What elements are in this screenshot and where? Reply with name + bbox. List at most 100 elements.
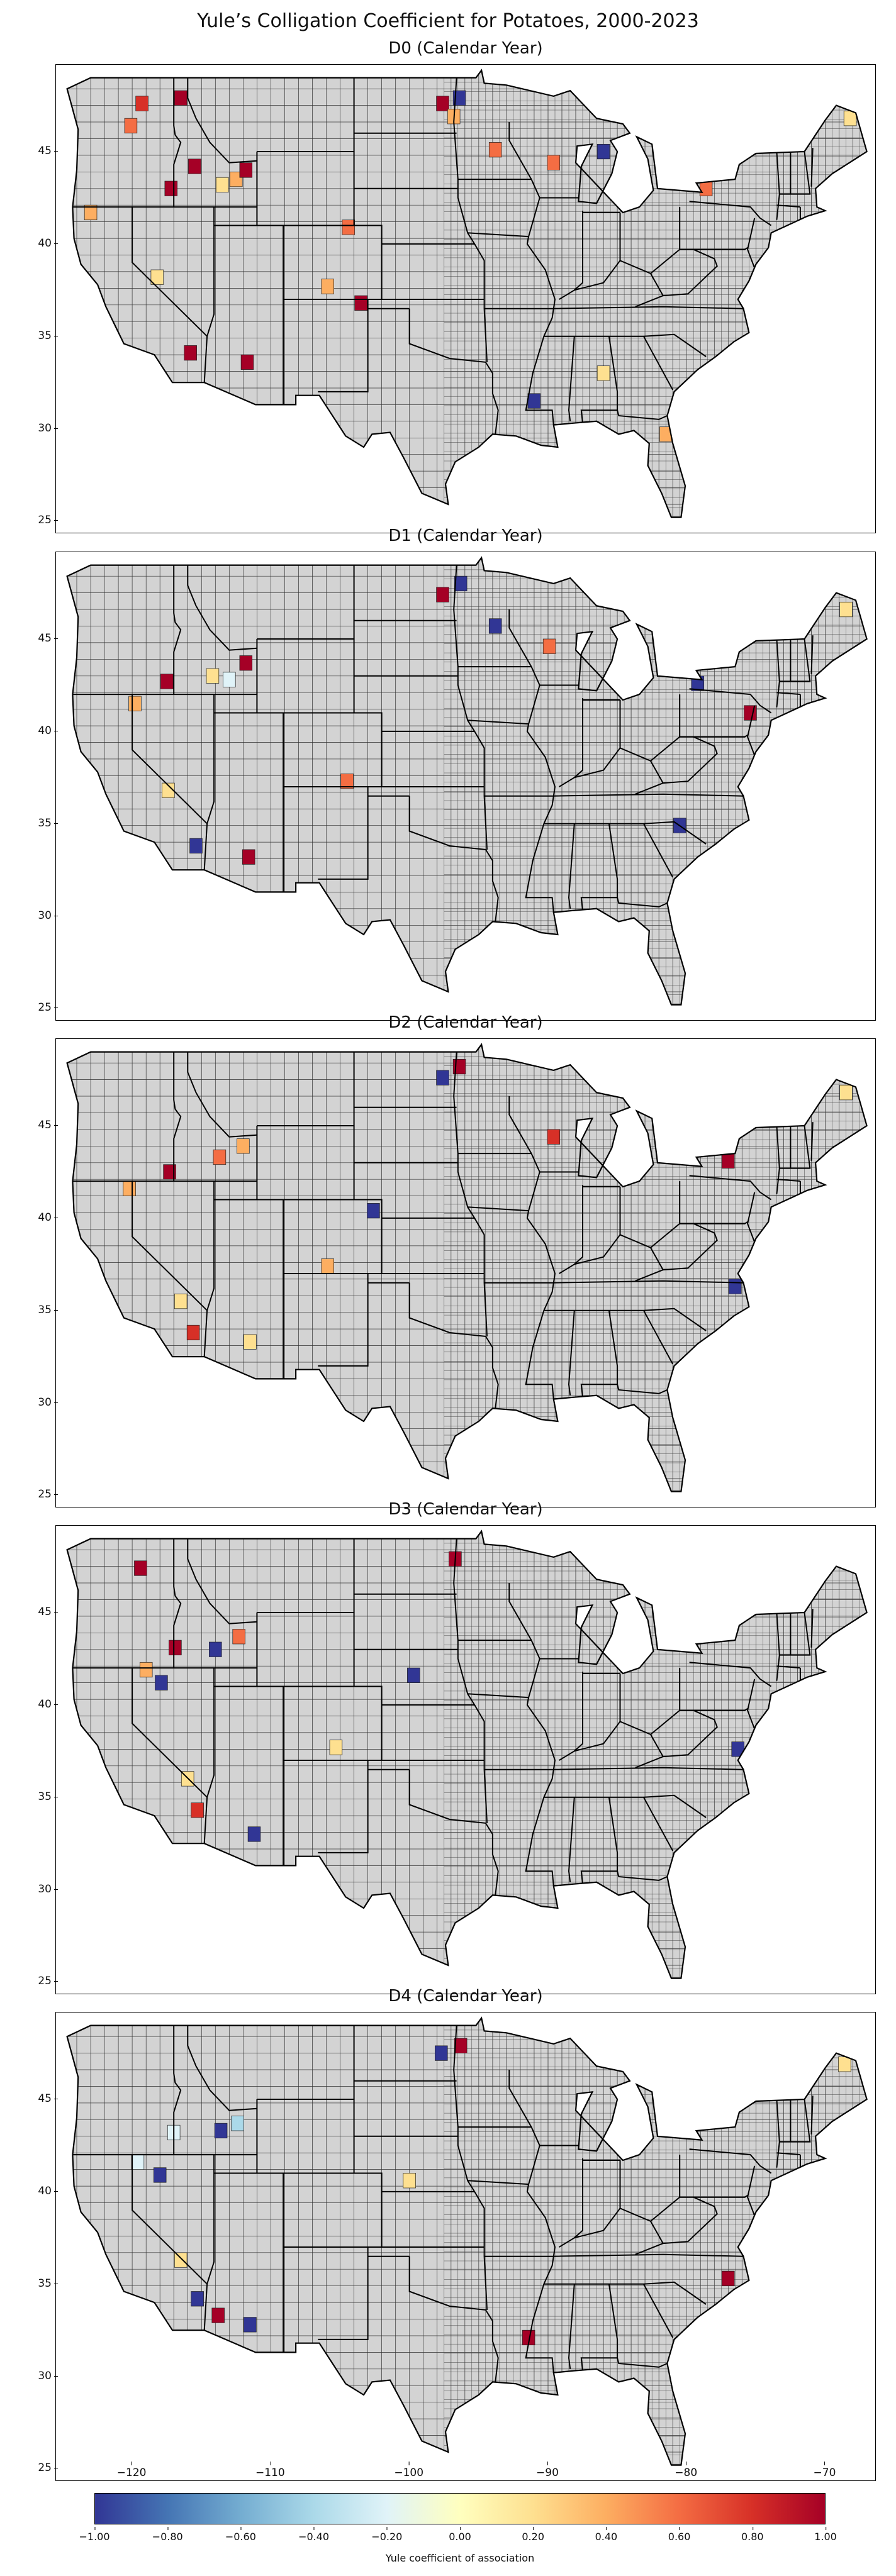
state-boundary <box>484 1280 744 1284</box>
map-panel: D3 (Calendar Year) 25 30 35 40 45 <box>38 1500 876 1994</box>
state-boundary <box>187 565 257 651</box>
county-value-cell <box>542 638 556 654</box>
county-value-cell <box>354 295 367 311</box>
latitude-tick-label: 40 <box>38 724 58 737</box>
colorbar <box>94 2493 826 2524</box>
state-boundary <box>810 2096 814 2135</box>
state-boundary <box>779 1125 811 1169</box>
state-boundary <box>663 736 718 784</box>
state-boundary <box>574 694 681 779</box>
county-value-cell <box>214 2123 228 2139</box>
county-value-cell <box>160 674 174 689</box>
latitude-tick-label: 30 <box>38 1396 58 1409</box>
state-boundary <box>643 2284 674 2338</box>
state-boundary <box>574 207 681 291</box>
state-boundary <box>173 1052 182 1182</box>
county-value-cell <box>407 1667 420 1683</box>
latitude-tick-label: 25 <box>38 1488 58 1501</box>
state-boundary <box>408 308 499 435</box>
state-boundary <box>643 336 674 391</box>
state-boundary <box>689 1662 772 1687</box>
state-boundary <box>643 1310 674 1365</box>
state-boundary <box>568 823 575 909</box>
state-boundary <box>617 409 668 420</box>
longitude-axis: −120 −110 −100 −90 −80 −70 <box>55 2462 876 2480</box>
state-boundary <box>663 2196 718 2245</box>
state-boundary <box>643 1797 674 1852</box>
longitude-tick-label: −120 <box>116 2462 147 2479</box>
state-boundary <box>559 211 583 300</box>
county-value-cell <box>527 393 541 409</box>
state-boundary <box>203 1181 215 1357</box>
county-value-cell <box>155 1675 168 1690</box>
state-boundary <box>484 2253 744 2257</box>
state-boundary <box>747 218 757 272</box>
state-boundary <box>187 1538 257 1624</box>
state-boundary <box>747 2165 757 2220</box>
latitude-tick-label: 45 <box>38 2092 58 2106</box>
land-mass <box>67 557 867 1005</box>
county-value-cell <box>340 774 354 789</box>
state-boundary <box>484 306 744 309</box>
state-boundary <box>508 1583 556 1886</box>
state-boundary <box>508 1096 556 1399</box>
county-value-cell <box>436 1070 449 1085</box>
colorbar-tick-label: −0.60 <box>225 2527 256 2543</box>
longitude-tick-label: −110 <box>255 2462 285 2479</box>
state-boundary <box>574 1668 681 1752</box>
map-panel: D0 (Calendar Year) 25 30 35 40 45 <box>38 39 876 533</box>
map-panel: D4 (Calendar Year) 25 30 35 40 45 <box>38 1987 876 2481</box>
latitude-tick-label: 30 <box>38 909 58 922</box>
longitude-tick-label: −100 <box>394 2462 424 2479</box>
state-boundary <box>468 1206 529 1212</box>
state-boundary <box>574 1181 681 1265</box>
county-value-cell <box>244 2317 257 2333</box>
state-boundary <box>173 77 182 208</box>
map-panel: D2 (Calendar Year) 25 30 35 40 45 <box>38 1013 876 1507</box>
state-boundary <box>663 248 718 297</box>
state-boundary <box>580 823 619 911</box>
county-value-cell <box>838 2057 851 2072</box>
state-boundary <box>810 148 814 187</box>
colorbar-tick-label: −0.80 <box>152 2527 183 2543</box>
panel-title: D2 (Calendar Year) <box>388 1013 543 1032</box>
colorbar-tick-label: 0.00 <box>449 2527 471 2543</box>
state-boundary <box>689 201 772 226</box>
county-value-cell <box>188 158 201 174</box>
state-boundary <box>203 694 215 870</box>
map-frame <box>55 1038 876 1507</box>
state-boundary <box>779 1612 811 1656</box>
state-boundary <box>559 698 583 787</box>
map-frame <box>55 64 876 533</box>
state-boundary <box>544 1307 707 1331</box>
latitude-tick-label: 35 <box>38 816 58 830</box>
coastline <box>66 1043 868 1492</box>
figure-title: Yule’s Colligation Coefficient for Potat… <box>197 10 699 32</box>
county-value-cell <box>223 672 236 687</box>
state-boundary <box>643 823 674 878</box>
latitude-axis: 25 30 35 40 45 <box>30 64 58 533</box>
state-boundary <box>508 2070 556 2373</box>
county-value-cell <box>186 1324 200 1341</box>
panel-title: D4 (Calendar Year) <box>388 1987 543 2006</box>
county-value-cell <box>84 204 98 221</box>
land-mass <box>67 2018 867 2465</box>
latitude-tick-label: 40 <box>38 2184 58 2197</box>
latitude-tick-label: 45 <box>38 145 58 158</box>
county-value-cell <box>230 171 243 187</box>
state-boundary <box>318 299 369 392</box>
county-value-cell <box>547 155 561 170</box>
county-value-cell <box>488 618 502 634</box>
county-value-cell <box>174 2252 188 2268</box>
state-boundary <box>810 635 814 674</box>
county-value-cell <box>843 111 857 126</box>
county-value-cell <box>164 180 178 196</box>
county-value-cell <box>547 1129 561 1145</box>
county-value-cell <box>209 1641 222 1657</box>
state-boundary <box>617 2357 668 2368</box>
longitude-tick-label: −80 <box>675 2462 698 2479</box>
latitude-tick-label: 40 <box>38 1697 58 1711</box>
state-boundary <box>173 2025 182 2155</box>
colorbar-tick-label: 0.40 <box>595 2527 618 2543</box>
county-value-cell <box>163 1164 176 1180</box>
